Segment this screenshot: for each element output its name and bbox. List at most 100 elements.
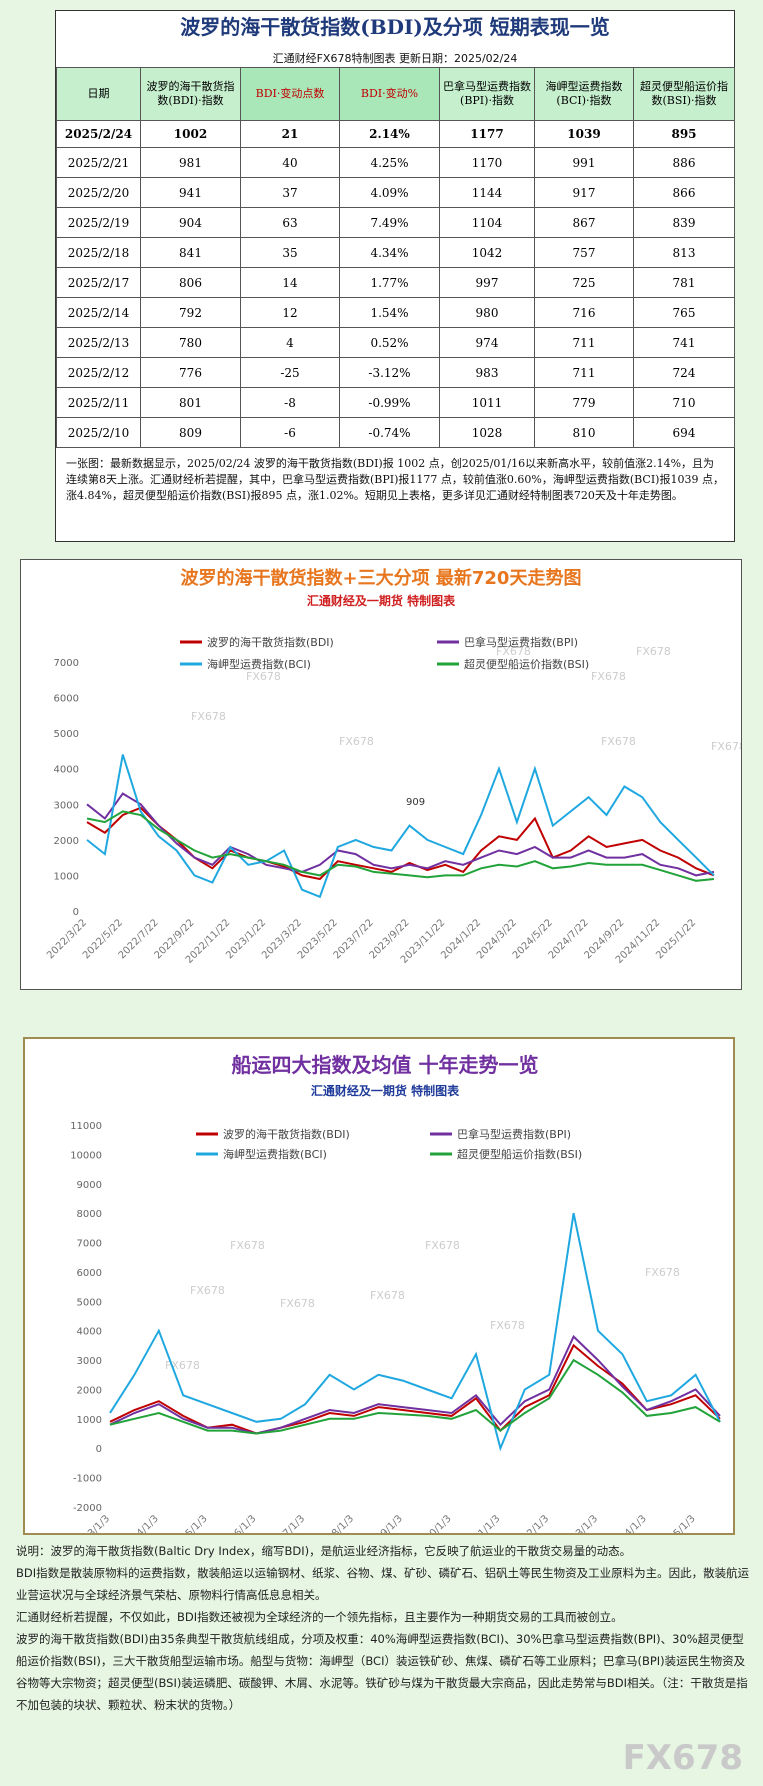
table-cell: 2.14% [339, 120, 440, 148]
series-line [109, 1212, 721, 1452]
table-cell: 1104 [439, 207, 535, 238]
chart-720: FX678 FX678 FX678 FX678 FX678 FX678 FX678 FX678… [45, 567, 746, 966]
y-tick-label: 2000 [54, 836, 79, 847]
chart-title: 波罗的海干散货指数+三大分项 最新720天走势图 [181, 567, 582, 589]
table-cell: -0.74% [339, 417, 440, 448]
watermark: FX678 [490, 1319, 525, 1332]
x-tick-label: 2016/1/3 [219, 1513, 259, 1533]
table-cell: 904 [140, 207, 241, 238]
x-tick-label: 2022/1/3 [512, 1513, 552, 1533]
table-cell: 839 [633, 207, 735, 238]
x-tick-label: 2023/1/3 [561, 1513, 601, 1533]
y-tick-label: 9000 [77, 1180, 102, 1191]
table-cell: 4.34% [339, 237, 440, 268]
table-cell: 801 [140, 387, 241, 418]
series-line [109, 1343, 721, 1435]
table-subtitle: 汇通财经FX678特制图表 更新日期：2025/02/24 [272, 52, 518, 65]
y-tick-label: -2000 [73, 1503, 102, 1514]
table-cell: 1028 [439, 417, 535, 448]
table-cell: 2025/2/11 [56, 387, 141, 418]
table-cell: 725 [534, 267, 634, 298]
table-cell: 757 [534, 237, 634, 268]
table-cell: 2025/2/10 [56, 417, 141, 448]
table-row: 2025/2/20 941 37 4.09% 1144 917 866 [56, 177, 735, 208]
legend-label: 超灵便型船运价指数(BSI) [457, 1147, 582, 1161]
table-row: 2025/2/21 981 40 4.25% 1170 991 886 [56, 147, 735, 178]
table-cell: 741 [633, 327, 735, 358]
table-note: 一张图：最新数据显示，2025/02/24 波罗的海干散货指数(BDI)报 10… [66, 457, 724, 502]
table-cell: 809 [140, 417, 241, 448]
legend-label: 超灵便型船运价指数(BSI) [464, 657, 589, 671]
series-line [86, 810, 715, 882]
table-cell: 1039 [534, 120, 634, 148]
table-cell: 14 [240, 267, 340, 298]
table-cell: 779 [534, 387, 634, 418]
x-tick-label: 2025/1/3 [658, 1513, 698, 1533]
table-cell: 1011 [439, 387, 535, 418]
table-row: 2025/2/17 806 14 1.77% 997 725 781 [56, 267, 735, 298]
table-row: 2025/2/10 809 -6 -0.74% 1028 810 694 [56, 417, 735, 448]
legend-label: 海岬型运费指数(BCI) [207, 657, 311, 671]
table-cell: 694 [633, 417, 735, 448]
y-tick-label: 6000 [77, 1268, 102, 1279]
table-row: 2025/2/19 904 63 7.49% 1104 867 839 [56, 207, 735, 238]
y-tick-label: 7000 [77, 1239, 102, 1250]
table-row: 2025/2/12 776 -25 -3.12% 983 711 724 [56, 357, 735, 388]
table-cell: 813 [633, 237, 735, 268]
y-tick-label: 8000 [77, 1209, 102, 1220]
table-cell: 2025/2/18 [56, 237, 141, 268]
table-cell: 724 [633, 357, 735, 388]
watermark: FX678 [425, 1239, 460, 1252]
y-tick-label: 2000 [77, 1385, 102, 1396]
table-row: 2025/2/13 780 4 0.52% 974 711 741 [56, 327, 735, 358]
table-cell: 716 [534, 297, 634, 328]
annotation: 909 [406, 797, 425, 808]
x-tick-label: 2020/1/3 [414, 1513, 454, 1533]
table-cell: 2025/2/17 [56, 267, 141, 298]
watermark: FX678 [339, 735, 374, 748]
header-row: 日期 波罗的海干散货指数(BDI)·指数 BDI·变动点数 BDI·变动% 巴拿马型运费… [56, 67, 735, 121]
legend-label: 海岬型运费指数(BCI) [223, 1147, 327, 1161]
header-cell: BDI·变动点数 [240, 67, 340, 121]
x-tick-label: 2014/1/3 [121, 1513, 161, 1533]
y-tick-label: 11000 [70, 1121, 102, 1132]
table-cell: 4 [240, 327, 340, 358]
note-paragraph: 波罗的海干散货指数(BDI)由35条典型干散货航线组成，分项及权重：40%海岬型… [16, 1632, 748, 1712]
table-cell: 841 [140, 237, 241, 268]
y-tick-label: 5000 [54, 729, 79, 740]
table-cell: 1144 [439, 177, 535, 208]
chart-10y: FX678FX678FX678FX678FX678FX678FX678FX678… [70, 1053, 721, 1553]
y-tick-label: 3000 [77, 1356, 102, 1367]
chart-subtitle: 汇通财经及一期货 特制图表 [311, 1083, 460, 1098]
y-tick-label: 5000 [77, 1297, 102, 1308]
watermark: FX678 [230, 1239, 265, 1252]
y-tick-label: 3000 [54, 800, 79, 811]
series-line [86, 792, 715, 877]
table-cell: -6 [240, 417, 340, 448]
table-cell: 1.54% [339, 297, 440, 328]
y-tick-label: 7000 [54, 658, 79, 669]
table-cell: 867 [534, 207, 634, 238]
header-cell: 波罗的海干散货指数(BDI)·指数 [140, 67, 241, 121]
watermark: FX678 [246, 670, 281, 683]
header-cell: 海岬型运费指数(BCI)·指数 [534, 67, 634, 121]
table-row: 2025/2/18 841 35 4.34% 1042 757 813 [56, 237, 735, 268]
table-cell: 974 [439, 327, 535, 358]
table-cell: -8 [240, 387, 340, 418]
x-tick-label: 2018/1/3 [317, 1513, 357, 1533]
table-cell: 781 [633, 267, 735, 298]
x-tick-label: 2015/1/3 [170, 1513, 210, 1533]
watermark: FX678 [711, 740, 741, 753]
table-cell: -25 [240, 357, 340, 388]
legend-label: 波罗的海干散货指数(BDI) [223, 1127, 350, 1141]
table-cell: 983 [439, 357, 535, 388]
table-cell: 35 [240, 237, 340, 268]
watermark: FX678 [496, 645, 531, 658]
table-cell: 12 [240, 297, 340, 328]
watermark: FX678 [280, 1297, 315, 1310]
watermark: FX678 [601, 735, 636, 748]
table-cell: 21 [240, 120, 340, 148]
series-line [86, 754, 715, 899]
watermark: FX678 [622, 1738, 743, 1778]
